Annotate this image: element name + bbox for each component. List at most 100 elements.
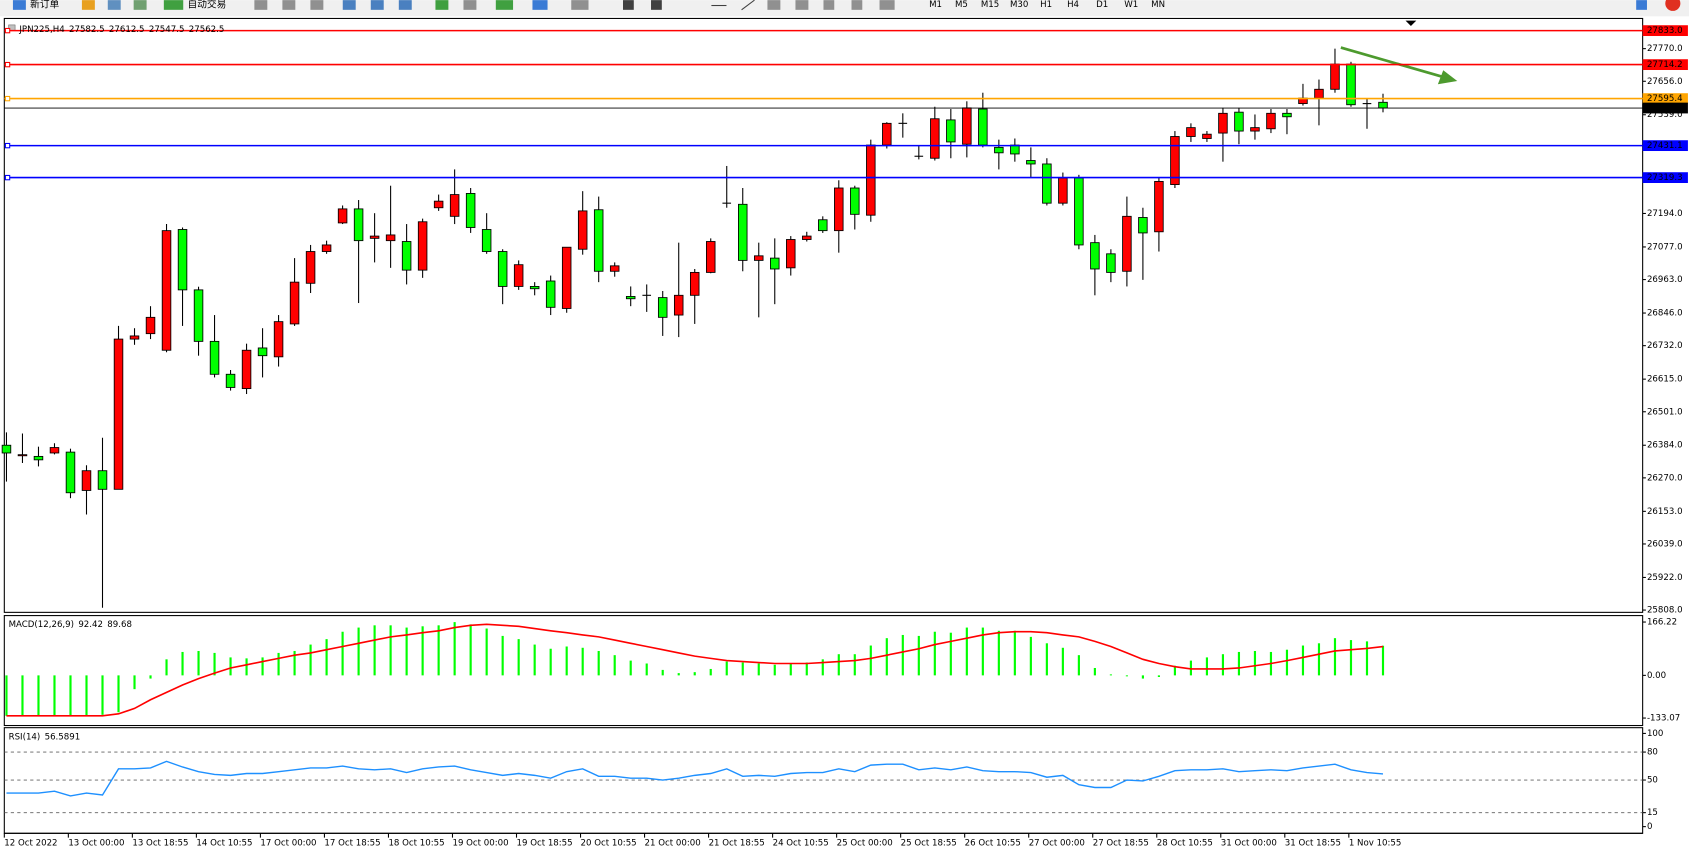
- macd-bar: [341, 631, 344, 676]
- candle-body: [273, 321, 284, 358]
- macd-bar: [677, 673, 680, 676]
- candle-body: [1282, 112, 1292, 118]
- candle-body: [145, 316, 156, 335]
- fibo-tool[interactable]: [795, 0, 809, 10]
- x-tick-label: 12 Oct 2022: [4, 839, 57, 849]
- candle-body: [946, 119, 956, 143]
- templates[interactable]: [571, 0, 589, 10]
- y-tick-label: 25808.0: [1647, 606, 1683, 616]
- header-part: 56.5891: [45, 732, 81, 742]
- toolbar-icon[interactable]: [133, 0, 147, 10]
- timeframe-button[interactable]: H1: [1040, 0, 1052, 10]
- auto-trade-icon[interactable]: [163, 0, 184, 10]
- candle-body: [882, 122, 892, 146]
- timeframe-button[interactable]: M15: [981, 0, 999, 10]
- header-part: 27582.5: [69, 25, 105, 35]
- channel-tool[interactable]: [767, 0, 781, 10]
- cursor-tool[interactable]: [623, 0, 634, 10]
- macd-bar: [1189, 660, 1193, 676]
- candle-body: [225, 373, 236, 388]
- label-tool[interactable]: [851, 0, 863, 10]
- candle-body: [818, 219, 828, 232]
- macd-bar: [741, 662, 744, 676]
- candle-body: [113, 338, 124, 490]
- macd-bar: [1125, 675, 1128, 677]
- toolbar-icon[interactable]: [282, 0, 296, 10]
- toolbar-icon[interactable]: [254, 0, 268, 10]
- timeframe-button[interactable]: MN: [1151, 0, 1165, 10]
- macd-bar: [5, 675, 8, 716]
- periods[interactable]: [532, 0, 548, 10]
- candle-body: [1234, 111, 1244, 132]
- candle-body: [1138, 217, 1148, 234]
- candle-body: [1218, 112, 1228, 134]
- candle-body: [1154, 180, 1164, 233]
- macd-bar: [997, 630, 1000, 676]
- arrow-tool[interactable]: [879, 0, 895, 10]
- macd-bar: [517, 639, 520, 676]
- tile[interactable]: [398, 0, 412, 10]
- macd-bar: [245, 658, 248, 676]
- y-tick-label: 26039.0: [1647, 539, 1683, 549]
- level-price-label: 27595.4: [1647, 94, 1683, 104]
- macd-bar: [1237, 651, 1241, 676]
- zoom-in[interactable]: [342, 0, 356, 10]
- toolbar-icon[interactable]: [310, 0, 324, 10]
- auto-trade-button[interactable]: 自动交易: [188, 0, 227, 10]
- macd-bar: [757, 663, 760, 676]
- macd-bar: [1253, 650, 1257, 676]
- crosshair-tool[interactable]: [651, 0, 662, 10]
- timeframe-button[interactable]: W1: [1124, 0, 1138, 10]
- candle-body: [1106, 253, 1116, 273]
- x-tick-label: 31 Oct 00:00: [1221, 839, 1277, 849]
- macd-bar: [1061, 647, 1064, 676]
- macd-bar: [1333, 638, 1337, 676]
- candle-body: [1026, 160, 1036, 165]
- candle-body: [161, 230, 172, 351]
- new-order-button[interactable]: 新订单: [30, 0, 59, 10]
- macd-bar: [1317, 643, 1321, 676]
- toolbar-icon[interactable]: [107, 0, 121, 10]
- indicators[interactable]: [495, 0, 514, 10]
- candle-body: [529, 286, 540, 290]
- level-handle: [4, 142, 11, 149]
- new-order-icon[interactable]: [12, 0, 26, 10]
- timeframe-button[interactable]: M1: [929, 0, 942, 10]
- pane-header: JPN225,H4 27582.5 27612.5 27547.5 27562.5: [18, 25, 224, 35]
- search[interactable]: [1636, 0, 1647, 10]
- candle-body: [850, 187, 860, 215]
- macd-bar: [1365, 641, 1369, 676]
- notification-badge[interactable]: [1665, 0, 1681, 11]
- y-tick-label: 26963.0: [1647, 275, 1683, 285]
- candle-body: [1042, 163, 1052, 204]
- y-tick-label: 166.22: [1647, 618, 1677, 628]
- timeframe-button[interactable]: H4: [1067, 0, 1079, 10]
- x-tick-label: 13 Oct 18:55: [132, 839, 188, 849]
- macd-bar: [469, 624, 472, 676]
- candle-body: [625, 296, 636, 300]
- y-tick-label: 25922.0: [1647, 573, 1683, 583]
- trendline-tool[interactable]: [741, 0, 755, 11]
- macd-bar: [1301, 645, 1305, 676]
- y-tick-label: 15: [1647, 808, 1658, 818]
- header-part: 89.68: [107, 620, 132, 630]
- macd-bar: [37, 675, 40, 716]
- toolbar-icon[interactable]: [81, 0, 95, 10]
- text-tool[interactable]: [823, 0, 835, 10]
- macd-bar: [1077, 655, 1080, 676]
- timeframe-button[interactable]: M5: [955, 0, 968, 10]
- macd-bar: [261, 657, 264, 676]
- timeframe-button[interactable]: M30: [1010, 0, 1028, 10]
- macd-bar: [453, 622, 456, 676]
- timeframe-button[interactable]: D1: [1096, 0, 1108, 10]
- zoom-out[interactable]: [370, 0, 384, 10]
- toolbar-icon[interactable]: [435, 0, 449, 10]
- toolbar-icon[interactable]: [463, 0, 477, 10]
- macd-bar: [373, 625, 376, 676]
- candle-body: [1250, 127, 1260, 132]
- x-tick-label: 28 Oct 10:55: [1157, 839, 1213, 849]
- x-tick-label: 21 Oct 18:55: [709, 839, 765, 849]
- level-handle: [4, 174, 11, 181]
- candle-body: [385, 234, 396, 242]
- macd-bar: [1205, 657, 1209, 676]
